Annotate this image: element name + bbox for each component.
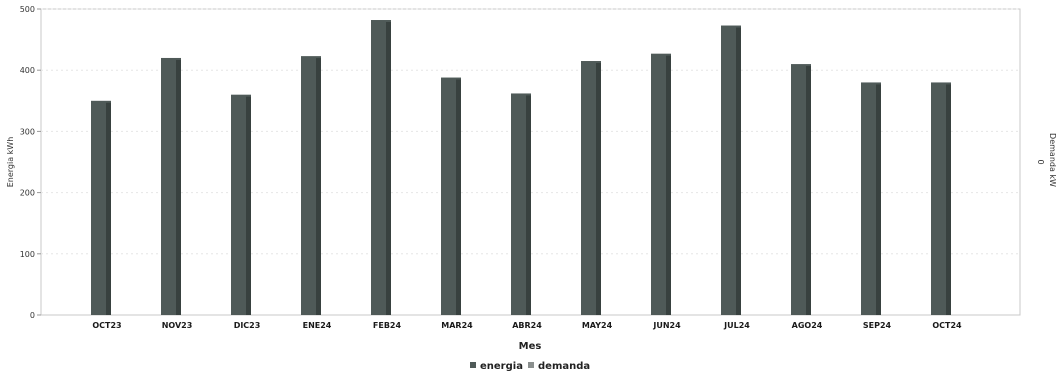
bar-energia-shade	[946, 84, 951, 315]
legend-swatch-energia	[470, 362, 476, 368]
x-tick-label: SEP24	[863, 321, 892, 330]
x-tick-label: MAY24	[582, 321, 613, 330]
x-tick-label: AGO24	[792, 321, 823, 330]
bar-energia-shade	[736, 27, 741, 316]
bar-energia-shade	[106, 102, 111, 315]
bar-energia-shade	[876, 84, 881, 315]
y-tick-label: 400	[20, 66, 35, 75]
legend-label-demanda: demanda	[538, 361, 590, 372]
x-axis-ticks: OCT23 NOV23 DIC23 ENE24 FEB24 MAR24 ABR24 MAY24…	[92, 321, 962, 330]
bar-energia-shade	[456, 79, 461, 315]
grid-lines	[41, 8, 1020, 255]
x-tick-label: ABR24	[512, 321, 542, 330]
y-tick-label: 300	[20, 127, 35, 136]
legend: energia demanda	[470, 361, 590, 372]
x-tick-label: NOV23	[162, 321, 193, 330]
x-tick-label: JUN24	[652, 321, 681, 330]
bars	[91, 20, 951, 316]
bar-energia-shade	[596, 63, 601, 315]
x-tick-label: OCT23	[92, 321, 121, 330]
x-tick-label: OCT24	[932, 321, 962, 330]
x-tick-label: ENE24	[303, 321, 332, 330]
y-axis-title: Energia kWh	[6, 137, 15, 188]
y-axis-ticks: 0 100 200 300 400 500	[20, 5, 41, 320]
y2-axis-tick: 0	[1036, 159, 1045, 164]
x-tick-label: MAR24	[441, 321, 473, 330]
x-tick-label: DIC23	[234, 321, 261, 330]
legend-label-energia: energia	[480, 361, 523, 372]
legend-swatch-demanda	[528, 362, 534, 368]
y-tick-label: 200	[20, 189, 35, 198]
y-tick-label: 100	[20, 250, 35, 259]
x-tick-label: FEB24	[373, 321, 402, 330]
bar-energia-shade	[176, 59, 181, 316]
y2-axis-title: Demanda kW	[1048, 133, 1057, 187]
bar-energia-shade	[316, 58, 321, 316]
bar-energia-shade	[246, 96, 251, 316]
y-tick-label: 0	[30, 311, 35, 320]
x-tick-label: JUL24	[723, 321, 750, 330]
bar-energia-shade	[666, 55, 671, 316]
y-tick-label: 500	[20, 5, 35, 14]
x-axis-title: Mes	[519, 341, 542, 352]
bar-energia-shade	[526, 95, 531, 316]
bar-energia-shade	[386, 22, 391, 316]
bar-energia-shade	[806, 66, 811, 315]
